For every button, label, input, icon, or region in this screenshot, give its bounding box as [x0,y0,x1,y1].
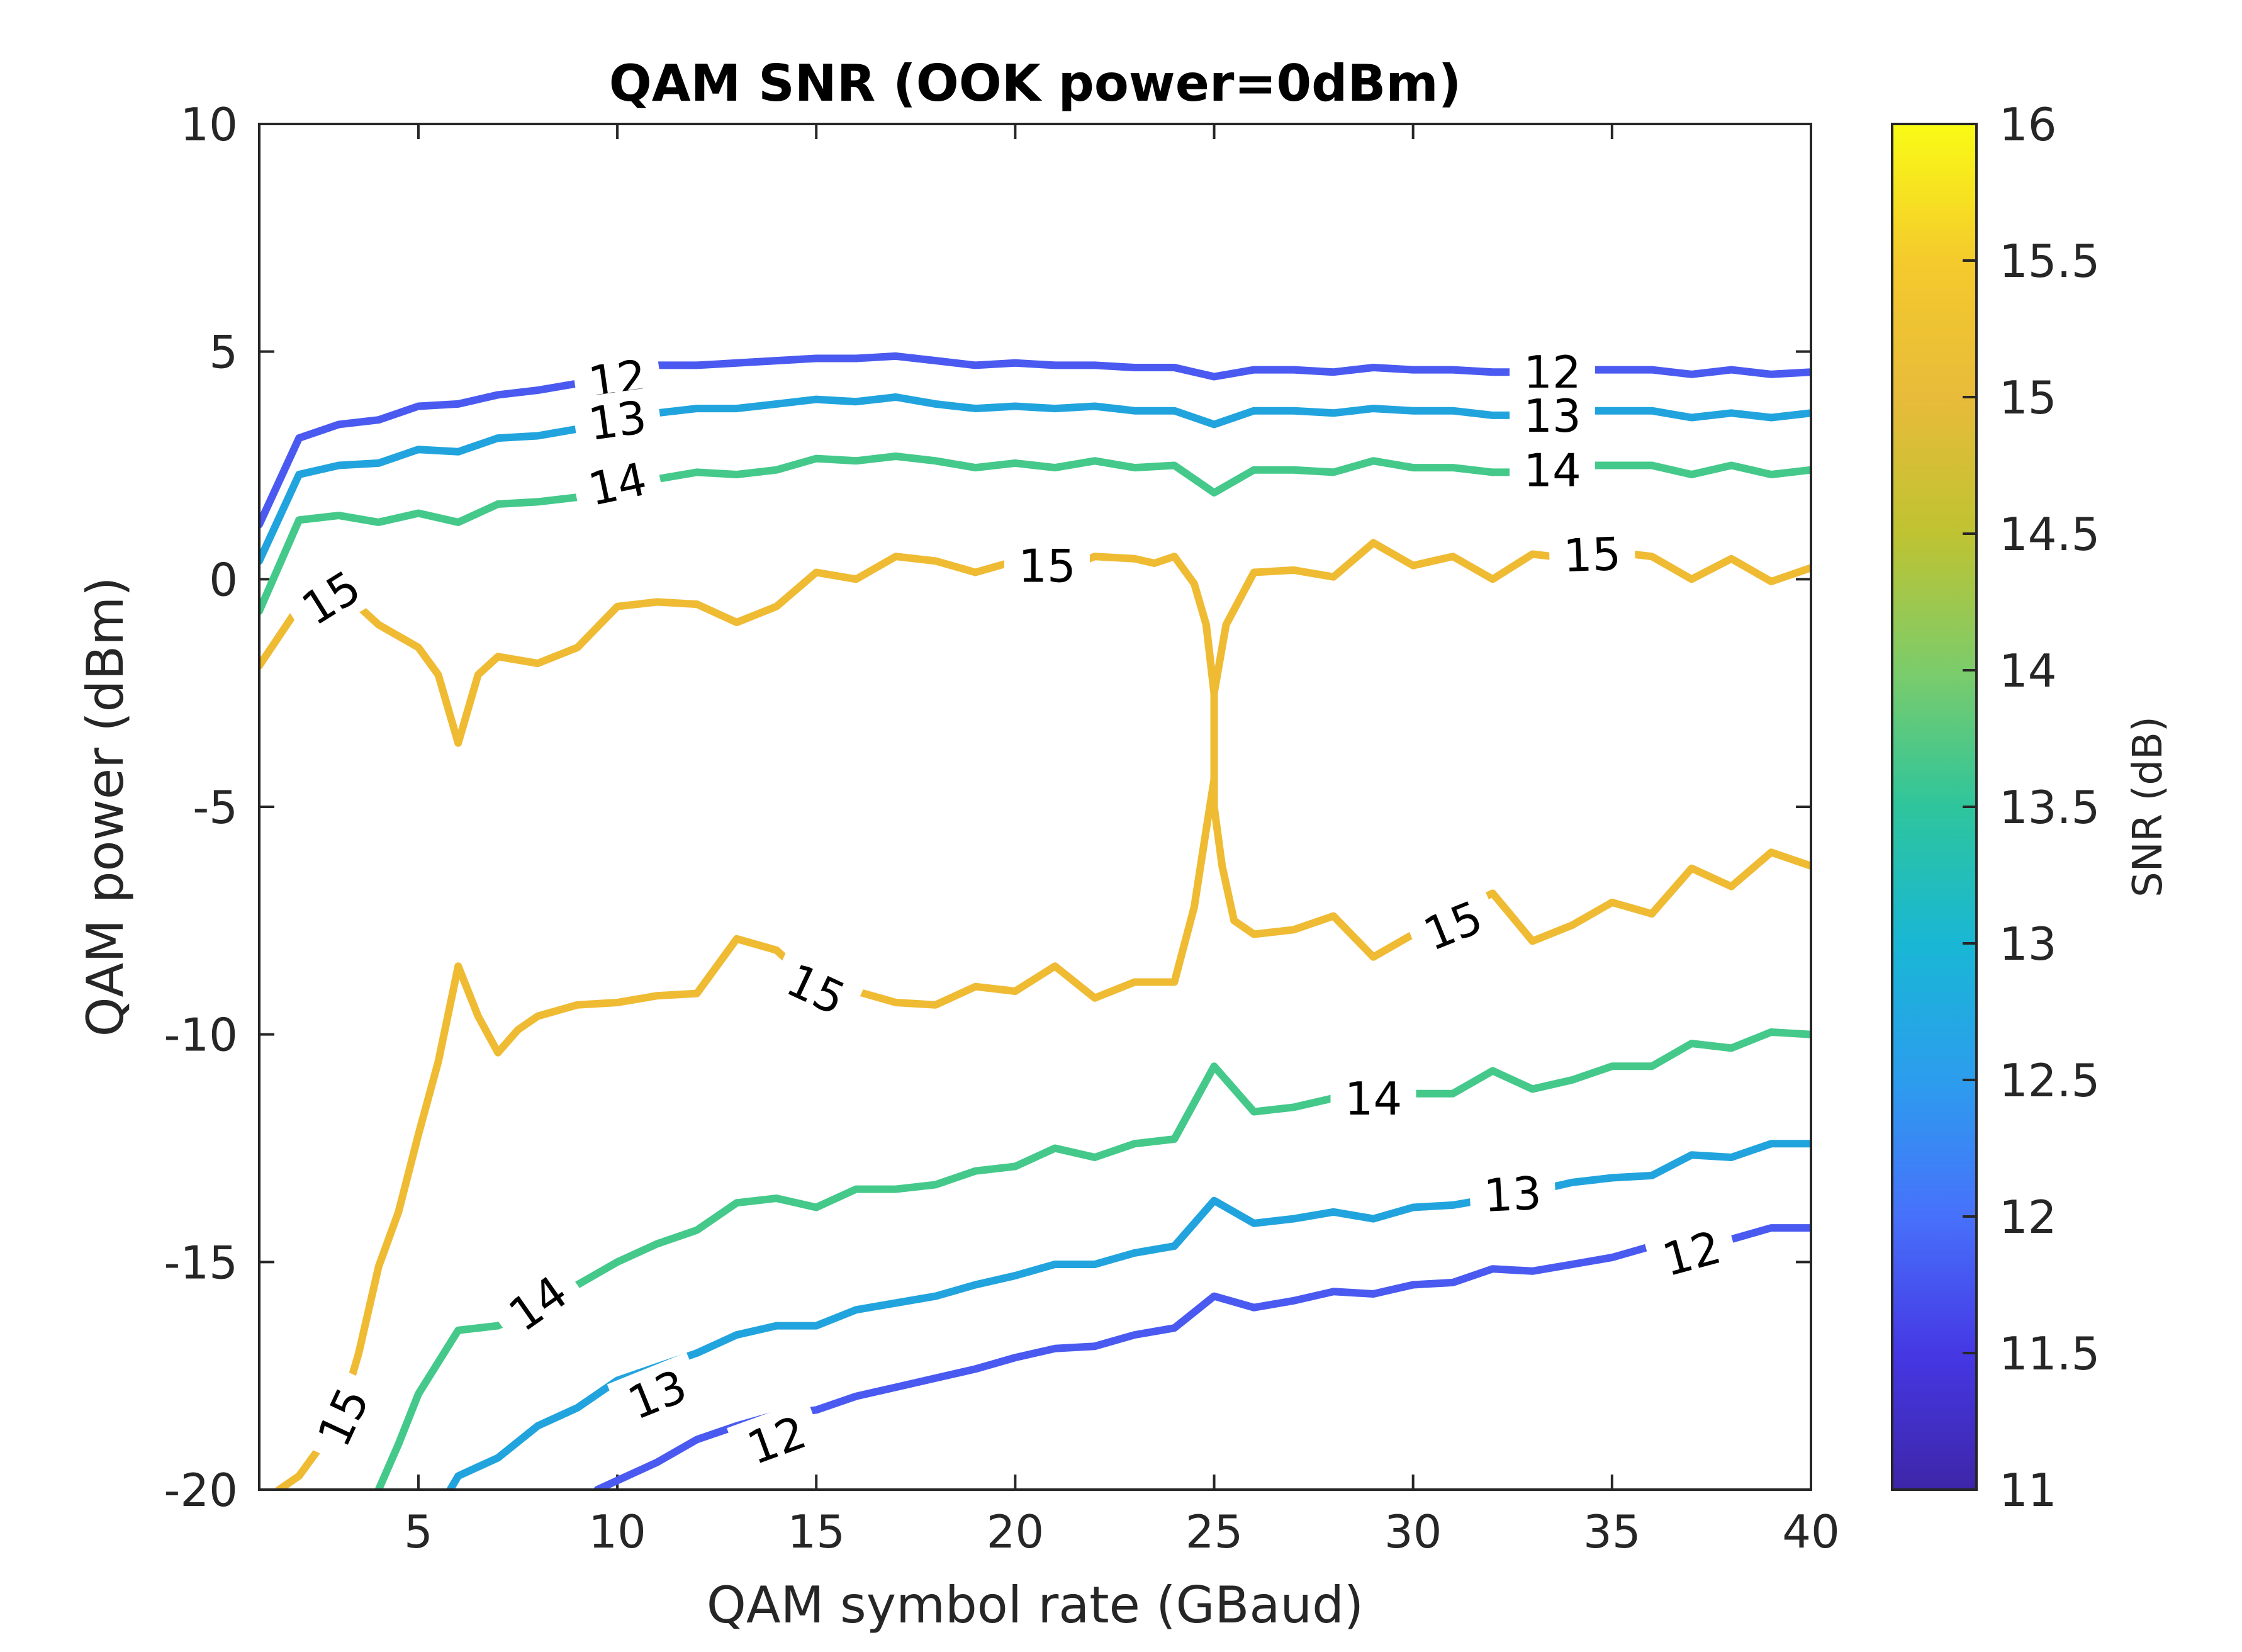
contour-label-text: 15 [1562,527,1622,582]
contour-label: 13 [1510,387,1595,443]
colorbar-tick-label: 12 [1999,1191,2057,1244]
contour-label: 12 [1643,1215,1740,1291]
contour-label: 13 [1468,1164,1557,1224]
colorbar-tick-label: 15 [1999,371,2057,424]
colorbar-tick-label: 13 [1999,918,2057,970]
plot-frame [258,123,1812,1491]
x-tick-label: 5 [404,1505,433,1558]
contour-label-text: 13 [585,390,649,451]
colorbar-tick-label: 13.5 [1999,781,2100,834]
contour-label-gap [571,386,664,454]
x-axis-ticks: 5 10 15 20 25 30 35 40 [404,124,1840,1558]
contour-label-gap [1468,1164,1557,1224]
colorbar-tick-label: 16 [1999,98,2057,151]
contour-label-gap [1004,537,1090,593]
contour-label-gap [765,945,867,1032]
contour-label-text: 13 [1483,1166,1543,1222]
contour-label-gap [1643,1215,1740,1291]
contour-label-gap [279,551,382,644]
colorbar-tick-label: 15.5 [1999,235,2100,288]
contour-label-gap [486,1256,589,1351]
colorbar-tick-label: 11 [1999,1464,2057,1517]
contour-line-15-lower [275,775,1218,1490]
x-tick-label: 40 [1782,1505,1840,1558]
x-tick-label: 25 [1185,1505,1243,1558]
contour-label-text: 14 [584,452,651,516]
contour-label: 14 [1510,442,1595,498]
plot-area [259,124,1811,1490]
contour-label: 15 [1548,525,1636,583]
chart-title: QAM SNR (OOK power=0dBm) [609,54,1462,113]
colorbar-label: SNR (dB) [2125,716,2172,897]
colorbar-ticks: 11 11.5 12 12.5 13 13.5 14 14.5 15 15.5 16 [1963,98,2100,1517]
x-tick-label: 20 [987,1505,1045,1558]
colorbar-tick-label: 11.5 [1999,1327,2100,1380]
colorbar-tick-label: 14 [1999,644,2057,697]
colorbar-tick-label: 12.5 [1999,1054,2100,1107]
contour-label-gap [1548,525,1636,583]
contour-label-text: 14 [1345,1072,1403,1125]
x-axis-label: QAM symbol rate (GBaud) [707,1576,1364,1634]
colorbar-tick-label: 14.5 [1999,508,2100,561]
contour-label-gap [1510,387,1595,443]
contour-label: 14 [569,447,665,520]
contour-label-gap [1330,1070,1416,1126]
y-tick-label: 0 [209,553,238,606]
contour-label-text: 13 [1523,390,1581,442]
x-tick-label: 15 [787,1505,845,1558]
contour-label-gap [1510,442,1595,498]
contour-line-15-upper-right [1202,539,1811,697]
contour-label-gap [300,1366,386,1468]
contour-label-gap [607,1352,707,1436]
contour-label: 15 [1403,883,1503,967]
y-tick-label: -20 [164,1464,238,1517]
colorbar [1891,123,1978,1491]
y-tick-label: -15 [164,1236,238,1289]
contour-label-gap [569,447,665,520]
contour-label: 13 [571,386,664,454]
contour-label: 15 [1004,537,1090,593]
y-tick-label: -10 [164,1009,238,1062]
y-tick-label: -5 [193,781,238,834]
contour-line-15-upper [259,553,1811,961]
contour-label-gap [727,1398,826,1481]
y-tick-label: 5 [209,326,238,379]
contour-label-text: 15 [1018,540,1076,593]
x-tick-label: 10 [588,1505,646,1558]
x-tick-label: 30 [1384,1505,1442,1558]
contour-label: 14 [1330,1070,1416,1126]
y-axis-label: QAM power (dBm) [76,577,135,1037]
x-tick-label: 35 [1583,1505,1641,1558]
contour-label-gap [1403,883,1503,967]
y-tick-label: 10 [180,98,238,151]
contour-label-text: 14 [1523,444,1581,497]
contour-label: 15 [300,1366,386,1468]
